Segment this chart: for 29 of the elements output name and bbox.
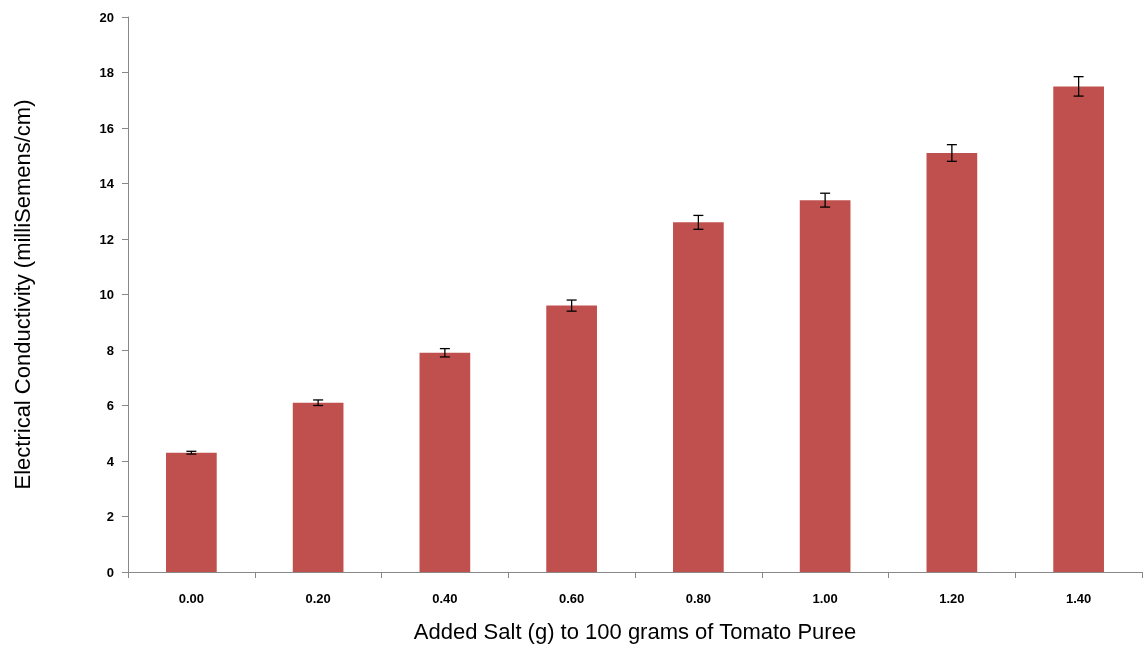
y-tick-label: 8 <box>106 342 114 358</box>
bar <box>1053 86 1104 572</box>
x-tick-label: 1.00 <box>812 591 838 606</box>
y-tick-label: 2 <box>106 509 114 524</box>
x-tick-label: 1.40 <box>1065 591 1092 606</box>
x-tick-label: 1.20 <box>939 591 965 606</box>
bar <box>673 222 724 572</box>
x-axis-title: Added Salt (g) to 100 grams of Tomato Puree <box>413 618 857 644</box>
y-tick-label: 6 <box>106 398 114 413</box>
y-tick-label: 10 <box>99 287 114 302</box>
x-tick-label: 0.80 <box>685 591 712 606</box>
y-axis-title: Electrical Conductivity (milliSemens/cm) <box>9 99 35 490</box>
bar <box>546 305 597 572</box>
y-tick-label: 20 <box>99 9 114 25</box>
bar <box>799 200 851 572</box>
bar <box>292 402 344 572</box>
x-tick-label: 0.40 <box>432 591 458 606</box>
y-tick-label: 18 <box>99 65 114 80</box>
y-tick-label: 0 <box>106 564 114 580</box>
x-tick-label: 0.20 <box>305 591 331 606</box>
bar <box>926 152 978 572</box>
y-tick-label: 14 <box>99 176 115 191</box>
bar <box>419 352 471 572</box>
x-tick-label: 0.00 <box>178 591 205 606</box>
x-tick-label: 0.60 <box>558 591 585 606</box>
y-tick-label: 4 <box>106 453 115 469</box>
y-tick-label: 16 <box>99 120 114 136</box>
bar <box>166 452 217 572</box>
y-tick-label: 12 <box>99 231 114 247</box>
